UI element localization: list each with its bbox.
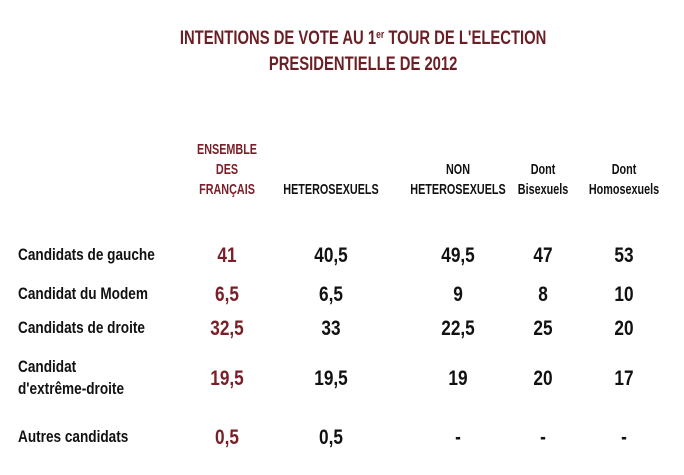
table-cell: 9 <box>453 283 463 306</box>
row-label: Autres candidats <box>18 426 128 448</box>
column-header-line: DES <box>215 161 239 178</box>
chart-title-line-2: PRESIDENTIELLE DE 2012 <box>268 54 458 75</box>
table-cell: 0,5 <box>215 426 239 449</box>
row-label: Candidats de gauche <box>18 244 155 266</box>
table-cell: 41 <box>217 244 237 267</box>
row-label: Candidat du Modem <box>18 283 148 305</box>
column-header-line: Homosexuels <box>588 181 660 198</box>
table-cell: 8 <box>538 283 548 306</box>
column-header-3: NON HETEROSEXUELS <box>393 160 523 200</box>
column-header-line: NON <box>445 161 471 178</box>
row-label: Candidat d'extrême-droite <box>18 356 124 400</box>
table-cell: - <box>621 426 627 449</box>
column-header-line: HETEROSEXUELS <box>410 181 506 198</box>
column-header-line: Dont <box>530 161 556 178</box>
column-header-line: Dont <box>611 161 637 178</box>
table-cell: 0,5 <box>319 426 343 449</box>
table-cell: 20 <box>614 317 634 340</box>
table-cell: 17 <box>614 367 634 390</box>
column-header-line: Bisexuels <box>517 181 569 198</box>
row-label: Candidats de droite <box>18 317 145 339</box>
table-cell: 6,5 <box>215 283 239 306</box>
table-cell: 40,5 <box>314 244 348 267</box>
column-header-line: FRANÇAIS <box>199 181 255 198</box>
row-label-line: d'extrême-droite <box>18 379 125 398</box>
chart-title-line-1: INTENTIONS DE VOTE AU 1er TOUR DE L'ELEC… <box>179 28 547 49</box>
column-header-2: HETEROSEXUELS <box>266 180 396 200</box>
table-cell: 10 <box>614 283 634 306</box>
table-cell: 19 <box>448 367 468 390</box>
column-header-line: HETEROSEXUELS <box>283 181 379 198</box>
table-cell: 53 <box>614 244 634 267</box>
table-cell: 33 <box>321 317 341 340</box>
table-cell: - <box>455 426 461 449</box>
table-cell: 49,5 <box>441 244 475 267</box>
column-header-line: ENSEMBLE <box>196 141 258 158</box>
column-header-1: ENSEMBLE DES FRANÇAIS <box>162 140 292 200</box>
table-cell: 47 <box>533 244 553 267</box>
row-label-line: Autres candidats <box>18 427 129 446</box>
table-cell: 19,5 <box>314 367 348 390</box>
column-header-4: Dont Bisexuels <box>478 160 608 200</box>
row-label-line: Candidat du Modem <box>18 284 148 303</box>
table-cell: - <box>540 426 546 449</box>
table-cell: 19,5 <box>210 367 244 390</box>
column-header-5: Dont Homosexuels <box>559 160 684 200</box>
chart-title: INTENTIONS DE VOTE AU 1er TOUR DE L'ELEC… <box>96 22 630 78</box>
table-cell: 22,5 <box>441 317 475 340</box>
row-label-line: Candidat <box>18 357 77 376</box>
table-cell: 32,5 <box>210 317 244 340</box>
table-cell: 20 <box>533 367 553 390</box>
row-label-line: Candidats de droite <box>18 318 145 337</box>
table-cell: 6,5 <box>319 283 343 306</box>
row-label-line: Candidats de gauche <box>18 245 155 264</box>
table-cell: 25 <box>533 317 553 340</box>
